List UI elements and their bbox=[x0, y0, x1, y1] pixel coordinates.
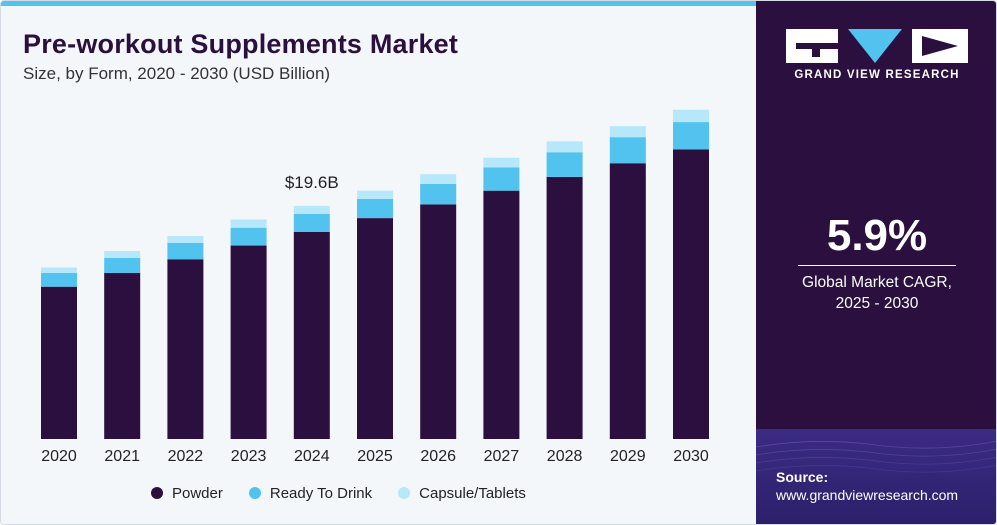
bar-capsule-tablets-2030 bbox=[673, 109, 709, 123]
legend-swatch-powder bbox=[151, 487, 163, 499]
legend-item-capsule-tablets: Capsule/Tablets bbox=[398, 485, 526, 502]
bar-powder-2023 bbox=[230, 245, 267, 439]
bar-capsule-tablets-2024 bbox=[293, 205, 330, 214]
bar-ready-to-drink-2023 bbox=[230, 227, 267, 246]
bar-ready-to-drink-2022 bbox=[167, 242, 204, 260]
bar-powder-2021 bbox=[104, 272, 141, 439]
bar-powder-2029 bbox=[609, 163, 646, 439]
legend-item-powder: Powder bbox=[151, 485, 223, 502]
x-tick-label-2022: 2022 bbox=[168, 448, 204, 465]
legend-swatch-ready-to-drink bbox=[248, 487, 261, 499]
source-box bbox=[756, 429, 996, 524]
bar-capsule-tablets-2027 bbox=[483, 157, 520, 168]
cagr-value: 5.9% bbox=[826, 211, 928, 260]
bar-ready-to-drink-2028 bbox=[546, 152, 583, 177]
legend-swatch-capsule-tablets bbox=[398, 487, 411, 499]
bar-capsule-tablets-2026 bbox=[420, 174, 457, 184]
source-label: Source: bbox=[776, 469, 829, 485]
decorative-wave-pattern bbox=[756, 440, 996, 473]
x-tick-label-2024: 2024 bbox=[294, 448, 330, 465]
bar-ready-to-drink-2027 bbox=[483, 167, 520, 191]
bar-powder-2026 bbox=[420, 204, 457, 439]
x-tick-label-2029: 2029 bbox=[610, 448, 646, 465]
brand-name: GRAND VIEW RESEARCH bbox=[794, 69, 960, 81]
bar-capsule-tablets-2025 bbox=[357, 190, 393, 199]
bar-ready-to-drink-2026 bbox=[420, 183, 457, 205]
x-tick-label-2026: 2026 bbox=[420, 448, 456, 465]
legend-label-capsule-tablets: Capsule/Tablets bbox=[419, 484, 526, 502]
bar-ready-to-drink-2021 bbox=[104, 257, 141, 273]
bar-ready-to-drink-2030 bbox=[673, 122, 709, 150]
bar-capsule-tablets-2023 bbox=[230, 219, 267, 228]
bar-powder-2027 bbox=[483, 190, 520, 439]
legend-label-ready-to-drink: Ready To Drink bbox=[269, 484, 373, 502]
stacked-bar-chart: 2020 2021 2022 2023 2024 $19.6B 2025 2026 2027 20… bbox=[41, 109, 709, 465]
bar-capsule-tablets-2020 bbox=[41, 267, 77, 273]
legend-item-ready-to-drink: Ready To Drink bbox=[248, 484, 373, 502]
data-label-2024: $19.6B bbox=[285, 173, 339, 192]
x-tick-label-2028: 2028 bbox=[547, 448, 583, 465]
bar-powder-2022 bbox=[167, 259, 204, 439]
chart-subtitle: Size, by Form, 2020 - 2030 (USD Billion) bbox=[23, 64, 331, 83]
x-tick-label-2030: 2030 bbox=[673, 448, 709, 465]
cagr-label-line2: 2025 - 2030 bbox=[835, 295, 919, 312]
x-tick-label-2023: 2023 bbox=[231, 448, 267, 465]
bar-powder-2025 bbox=[357, 218, 393, 439]
legend-label-powder: Powder bbox=[172, 484, 223, 502]
accent-strip bbox=[1, 1, 756, 6]
chart-legend: Powder Ready To Drink Capsule/Tablets bbox=[151, 483, 526, 503]
bar-capsule-tablets-2028 bbox=[546, 141, 583, 153]
bar-ready-to-drink-2025 bbox=[357, 198, 393, 219]
cagr-label: Global Market CAGR, 2025 - 2030 bbox=[756, 272, 996, 314]
bar-capsule-tablets-2021 bbox=[104, 251, 141, 258]
bar-ready-to-drink-2024 bbox=[293, 213, 330, 232]
bar-powder-2020 bbox=[41, 286, 77, 439]
grand-view-research-logo bbox=[786, 29, 968, 63]
x-tick-label-2021: 2021 bbox=[104, 448, 140, 465]
bar-ready-to-drink-2029 bbox=[609, 137, 646, 164]
bar-powder-2028 bbox=[546, 176, 583, 439]
bar-capsule-tablets-2022 bbox=[167, 235, 204, 243]
chart-title: Pre-workout Supplements Market bbox=[23, 29, 459, 59]
cagr-divider bbox=[798, 265, 956, 266]
x-tick-label-2020: 2020 bbox=[41, 448, 77, 465]
bar-powder-2024 bbox=[293, 231, 330, 439]
bar-ready-to-drink-2020 bbox=[41, 272, 77, 287]
cagr-label-line1: Global Market CAGR, bbox=[802, 274, 952, 291]
bar-capsule-tablets-2029 bbox=[609, 126, 646, 138]
summary-sidebar: GRAND VIEW RESEARCH 5.9% Global Market C… bbox=[756, 1, 996, 524]
bar-powder-2030 bbox=[673, 149, 709, 439]
x-tick-label-2027: 2027 bbox=[484, 448, 520, 465]
x-tick-label-2025: 2025 bbox=[357, 448, 393, 465]
source-url: www.grandviewresearch.com bbox=[776, 487, 959, 503]
